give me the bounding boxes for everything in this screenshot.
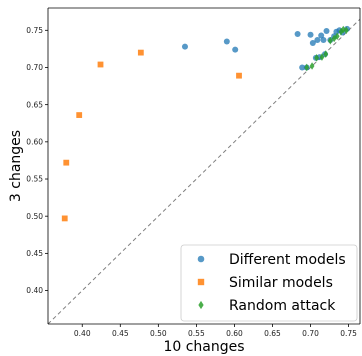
legend-marker bbox=[197, 255, 205, 263]
data-point bbox=[63, 159, 70, 166]
data-point bbox=[223, 38, 230, 45]
x-tick-label: 0.40 bbox=[74, 329, 91, 338]
x-axis-label: 10 changes bbox=[163, 339, 244, 355]
data-point bbox=[334, 32, 340, 41]
legend-entry: Random attack bbox=[198, 298, 336, 314]
data-point bbox=[232, 46, 239, 53]
legend-frame bbox=[180, 244, 358, 322]
identity-reference-line-layer bbox=[48, 18, 360, 324]
x-tick-label: 0.60 bbox=[226, 329, 243, 338]
data-point bbox=[314, 36, 321, 43]
series-0 bbox=[181, 25, 351, 71]
y-tick-label: 0.50 bbox=[26, 212, 43, 221]
data-point bbox=[314, 54, 320, 62]
data-point bbox=[323, 28, 330, 35]
legend-label: Different models bbox=[229, 252, 346, 268]
data-point bbox=[137, 49, 144, 56]
data-point bbox=[319, 53, 325, 61]
data-point bbox=[61, 215, 68, 222]
data-point bbox=[327, 36, 333, 45]
data-points-layer bbox=[61, 25, 351, 222]
data-point bbox=[323, 50, 329, 58]
y-tick-label: 0.40 bbox=[26, 286, 43, 295]
data-point bbox=[304, 63, 310, 72]
x-tick-label: 0.75 bbox=[340, 329, 357, 338]
legend-marker bbox=[198, 300, 204, 310]
legend: Different models Similar models Random att… bbox=[180, 244, 358, 322]
x-tick-label: 0.70 bbox=[302, 329, 319, 338]
data-point bbox=[97, 61, 104, 68]
x-tick-label: 0.50 bbox=[150, 329, 167, 338]
identity-line bbox=[48, 18, 360, 324]
y-tick-label: 0.45 bbox=[26, 249, 43, 258]
data-point bbox=[307, 31, 314, 38]
data-point bbox=[331, 34, 337, 43]
y-tick-label: 0.55 bbox=[26, 175, 43, 184]
series-2 bbox=[304, 25, 349, 72]
data-point bbox=[294, 31, 301, 38]
data-point bbox=[181, 43, 188, 50]
axes bbox=[47, 7, 361, 325]
data-point bbox=[340, 25, 346, 34]
x-tick-label: 0.55 bbox=[188, 329, 205, 338]
y-axis-label: 3 changes bbox=[8, 130, 24, 202]
legend-label: Random attack bbox=[229, 298, 336, 314]
series-1 bbox=[61, 49, 242, 222]
legend-label: Similar models bbox=[229, 275, 333, 291]
data-point bbox=[299, 64, 306, 71]
x-tick-label: 0.65 bbox=[264, 329, 281, 338]
data-point bbox=[320, 36, 327, 43]
data-point bbox=[309, 62, 315, 70]
y-tick-label: 0.70 bbox=[26, 63, 43, 72]
data-point bbox=[236, 72, 242, 79]
x-tick-label: 0.45 bbox=[112, 329, 129, 338]
y-tick-label: 0.65 bbox=[26, 100, 43, 109]
data-point bbox=[76, 112, 83, 118]
data-point bbox=[309, 39, 316, 46]
data-point bbox=[318, 32, 325, 39]
y-tick-label: 0.75 bbox=[26, 26, 43, 35]
y-tick-label: 0.60 bbox=[26, 138, 43, 147]
legend-entry: Different models bbox=[197, 252, 346, 268]
tick-labels: 0.40 0.45 0.50 0.55 0.60 0.65 0.70 0.75 0.40 0.45… bbox=[26, 26, 357, 338]
data-point bbox=[343, 26, 349, 35]
legend-marker bbox=[197, 278, 205, 286]
legend-entry: Similar models bbox=[197, 275, 333, 291]
